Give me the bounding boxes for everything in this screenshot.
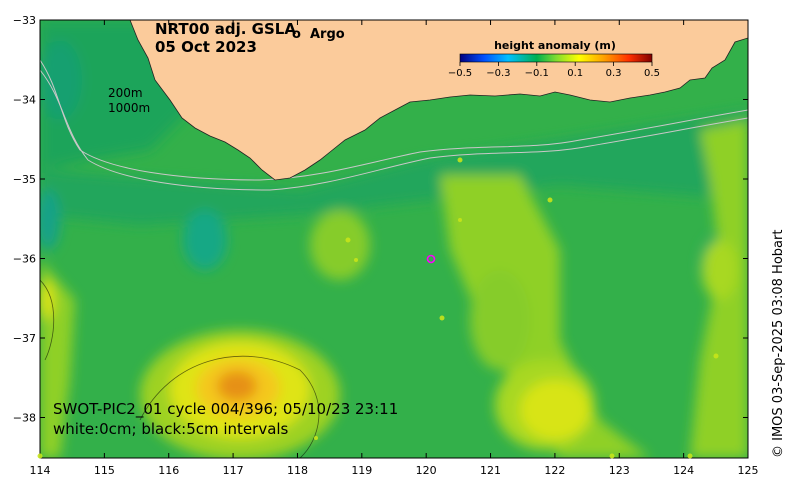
colorbar-tick-label: −0.1 [525, 68, 549, 79]
colorbar-ticks: −0.5 −0.3 −0.1 0.1 0.3 0.5 [448, 62, 660, 79]
lon-tick-label: 116 [158, 464, 179, 477]
colorbar-tick-label: −0.5 [448, 68, 472, 79]
colorbar-tick-label: 0.1 [567, 68, 583, 79]
lon-tick-label: 114 [30, 464, 51, 477]
colorbar: height anomaly (m) −0.5 −0.3 −0.1 0.1 0.3 0.5 [448, 39, 660, 79]
colorbar-tick-label: 0.5 [644, 68, 660, 79]
map-title-date: 05 Oct 2023 [155, 38, 257, 56]
colorbar-tick-label: 0.3 [606, 68, 622, 79]
colorbar-tick-label: −0.3 [486, 68, 510, 79]
imos-credit: © IMOS 03-Sep-2025 03:08 Hobart [771, 230, 786, 458]
lon-tick-label: 117 [223, 464, 244, 477]
lat-tick-label: −36 [13, 253, 36, 266]
latitude-axis: −33 −34 −35 −36 −37 −38 [13, 14, 748, 425]
lat-tick-label: −33 [13, 14, 36, 27]
lon-tick-label: 124 [673, 464, 694, 477]
lon-tick-label: 122 [544, 464, 565, 477]
contour-200m [40, 59, 748, 181]
map-title-product: NRT00 adj. GSLA [155, 20, 296, 38]
lat-tick-label: −37 [13, 332, 36, 345]
lat-tick-label: −35 [13, 173, 36, 186]
lon-tick-label: 120 [416, 464, 437, 477]
lon-tick-label: 125 [738, 464, 759, 477]
contour-5cm-west [40, 279, 55, 361]
swot-pass-annotation: SWOT-PIC2_01 cycle 004/396; 05/10/23 23:… [53, 400, 398, 419]
lon-tick-label: 121 [480, 464, 501, 477]
longitude-axis: 114 115 116 117 118 119 120 121 122 123 124 125 [30, 20, 759, 477]
colorbar-title: height anomaly (m) [494, 39, 616, 52]
argo-legend-label: Argo [310, 27, 345, 42]
depth-label-1000m: 1000m [108, 101, 150, 115]
lon-tick-label: 123 [609, 464, 630, 477]
lat-tick-label: −38 [13, 412, 36, 425]
lon-tick-label: 115 [94, 464, 115, 477]
contour-annotation: white:0cm; black:5cm intervals [53, 420, 289, 438]
lon-tick-label: 118 [287, 464, 308, 477]
argo-legend-icon: o [292, 27, 301, 42]
depth-label-200m: 200m [108, 86, 143, 100]
plot-frame [39, 19, 749, 459]
lat-tick-label: −34 [13, 94, 36, 107]
contour-5cm [139, 355, 320, 458]
swot-track-dots [37, 157, 719, 459]
lon-tick-label: 119 [351, 464, 372, 477]
colorbar-ramp [459, 53, 653, 63]
contour-1000m [40, 69, 748, 191]
argo-float-marker [426, 254, 436, 264]
